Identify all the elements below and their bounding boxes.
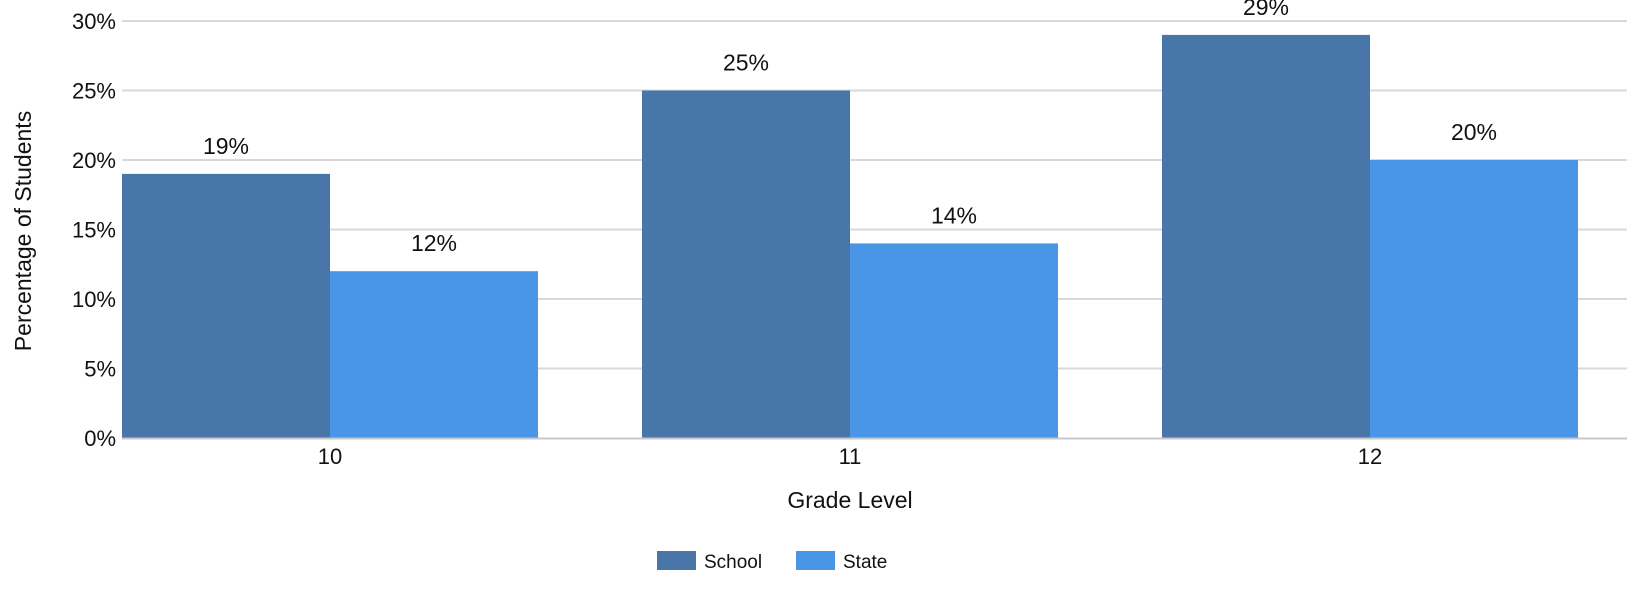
- x-tick-label: 11: [839, 444, 862, 469]
- bar-state-grade-12[interactable]: [1370, 160, 1578, 438]
- y-tick-label: 30%: [72, 9, 116, 34]
- legend-label-school[interactable]: School: [704, 552, 762, 573]
- y-axis-title: Percentage of Students: [10, 111, 36, 351]
- bar-school-grade-10[interactable]: [122, 173, 330, 438]
- data-label: 20%: [1451, 119, 1497, 145]
- legend-swatch-school[interactable]: [657, 551, 696, 570]
- bar-state-grade-11[interactable]: [850, 243, 1058, 438]
- legend-swatch-state[interactable]: [796, 551, 835, 570]
- x-tick-label: 10: [318, 444, 342, 469]
- x-axis-title: Grade Level: [787, 487, 912, 513]
- data-label: 12%: [411, 230, 457, 256]
- legend-label-state[interactable]: State: [843, 552, 887, 573]
- y-tick-label: 5%: [84, 357, 116, 382]
- y-tick-label: 25%: [72, 79, 116, 104]
- data-label: 25%: [723, 50, 769, 76]
- y-axis-ticks: 0% 5% 10% 15% 20% 25% 30%: [72, 9, 116, 451]
- bar-school-grade-12[interactable]: [1162, 34, 1370, 439]
- data-labels: 19% 12% 25% 14% 29% 20%: [203, 0, 1497, 256]
- x-axis-ticks: 10 11 12: [318, 444, 1382, 469]
- bars: [122, 34, 1578, 439]
- x-tick-label: 12: [1358, 444, 1382, 469]
- legend: School State: [657, 551, 887, 573]
- data-label: 19%: [203, 133, 249, 159]
- bar-school-grade-11[interactable]: [642, 90, 850, 439]
- data-label: 29%: [1243, 0, 1289, 20]
- y-tick-label: 0%: [84, 426, 116, 451]
- bar-state-grade-10[interactable]: [330, 271, 538, 438]
- y-tick-label: 15%: [72, 218, 116, 243]
- data-label: 14%: [931, 202, 977, 228]
- y-tick-label: 10%: [72, 287, 116, 312]
- y-tick-label: 20%: [72, 148, 116, 173]
